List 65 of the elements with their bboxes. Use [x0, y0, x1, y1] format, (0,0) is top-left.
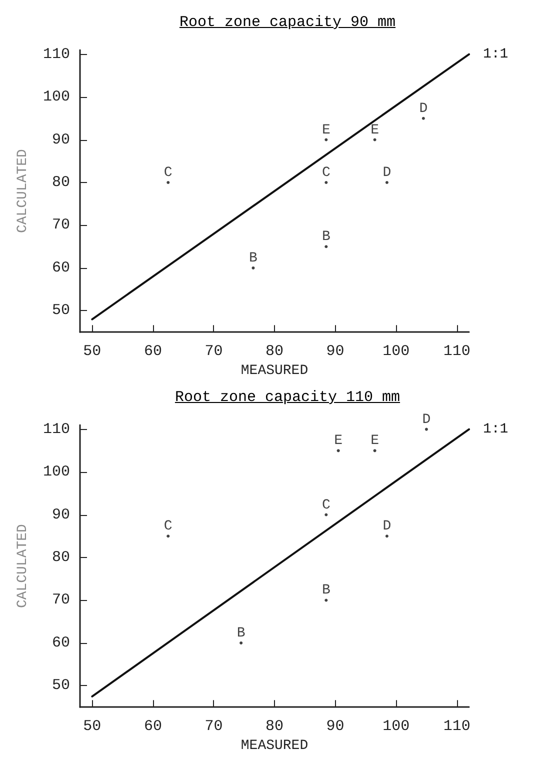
- x-tick-label: 70: [204, 718, 223, 736]
- point: [385, 534, 388, 538]
- series-label: 1:1: [483, 421, 508, 438]
- text: E: [370, 122, 379, 138]
- y-axis-title: CALCULATED: [15, 524, 31, 608]
- y-tick-label: 100: [42, 88, 70, 106]
- series-label: D: [419, 100, 428, 117]
- text: B: [322, 582, 330, 599]
- text: D: [382, 518, 392, 535]
- y-tick-label: 60: [52, 259, 70, 276]
- text: C: [322, 497, 330, 514]
- y-tick-label: 70: [52, 216, 70, 234]
- x-tick-label: 100: [382, 718, 410, 736]
- y-tick-label: 110: [42, 420, 70, 438]
- series-label: C: [164, 518, 172, 535]
- x-axis-title: MEASURED: [240, 363, 308, 379]
- x-tick-label: 80: [265, 343, 284, 360]
- text: B: [322, 229, 330, 246]
- y-axis-title: CALCULATED: [15, 149, 31, 234]
- text: D: [382, 165, 392, 181]
- point: [373, 138, 376, 142]
- y-tick-label: 70: [52, 592, 70, 609]
- x-axis-title: MEASURED: [240, 738, 308, 754]
- point: [240, 641, 243, 644]
- x-tick-label: 50: [83, 343, 102, 360]
- y-tick-label: 80: [52, 549, 70, 566]
- x-tick-label: 60: [144, 343, 162, 360]
- x-tick-label: 110: [443, 718, 470, 736]
- y-tick-label: 90: [52, 506, 70, 524]
- point: [424, 428, 428, 431]
- x-tick-label: 90: [326, 718, 344, 736]
- y-tick-label: 90: [52, 131, 70, 148]
- y-tick-label: 50: [52, 677, 70, 694]
- y-tick-label: 50: [52, 302, 70, 320]
- chart-title: Root zone capacity 110 mm: [174, 388, 402, 408]
- y-tick-label: 100: [42, 464, 70, 481]
- text: C: [322, 165, 330, 181]
- point: [385, 181, 388, 184]
- point: [336, 449, 340, 452]
- series-label: E: [322, 122, 330, 138]
- series-label: 1:1: [483, 46, 508, 62]
- x-tick-label: 110: [443, 343, 470, 360]
- chart-title: Root zone capacity 90 mm: [178, 13, 397, 33]
- series-label: D: [422, 412, 431, 428]
- series-label: B: [249, 250, 258, 266]
- x-tick-label: 90: [326, 343, 344, 360]
- x-tick-label: 80: [265, 718, 284, 736]
- point: [373, 449, 376, 452]
- point: [422, 116, 425, 120]
- point: [166, 181, 170, 184]
- x-tick-label: 60: [144, 718, 162, 736]
- series-label: C: [164, 165, 172, 181]
- x-tick-label: 70: [204, 343, 223, 360]
- point: [252, 266, 255, 270]
- point: [324, 245, 328, 248]
- x-tick-label: 100: [382, 343, 410, 360]
- point: [324, 181, 328, 184]
- y-tick-label: 60: [52, 634, 70, 652]
- point: [166, 534, 170, 538]
- x-tick-label: 50: [83, 718, 102, 736]
- series-label: B: [236, 625, 246, 642]
- y-tick-label: 110: [42, 46, 70, 63]
- series-label: E: [334, 433, 343, 450]
- y-tick-label: 80: [52, 174, 70, 191]
- text: E: [370, 433, 379, 450]
